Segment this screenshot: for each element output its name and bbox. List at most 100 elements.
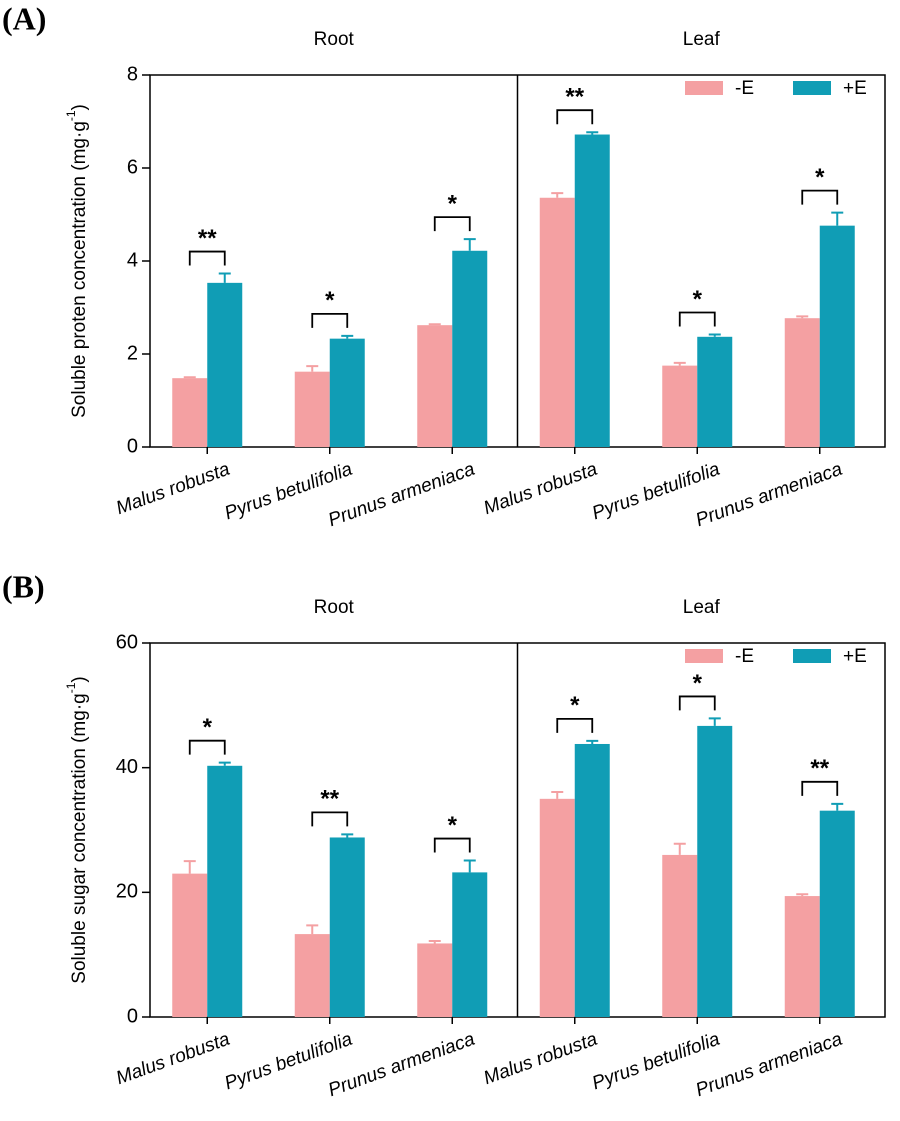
significance-bracket — [801, 189, 839, 205]
significance-bracket — [188, 739, 226, 755]
error-bar — [341, 334, 354, 339]
error-bar — [306, 924, 319, 935]
bar — [539, 798, 575, 1017]
error-bar — [428, 323, 441, 326]
bar — [329, 837, 365, 1017]
x-tick-label: Malus robusta — [481, 1029, 600, 1090]
legend-swatch — [685, 649, 723, 663]
bar — [207, 282, 243, 447]
y-tick-label: 8 — [127, 63, 138, 85]
panel-label: (B) — [2, 568, 45, 604]
y-tick-label: 4 — [127, 249, 138, 271]
bar — [172, 378, 208, 447]
significance-bracket — [801, 780, 839, 796]
x-tick-label: Malus robusta — [481, 459, 600, 520]
legend-swatch — [793, 81, 831, 95]
error-bar — [463, 859, 476, 873]
error-bar — [218, 272, 231, 283]
significance-label: * — [693, 286, 703, 313]
y-axis-label-part: Soluble sugar concentration (mg·g — [69, 693, 90, 983]
bar — [819, 225, 855, 447]
bar — [172, 873, 208, 1017]
significance-label: * — [448, 812, 458, 839]
y-tick-label: 60 — [116, 631, 138, 653]
significance-label: ** — [810, 755, 829, 782]
y-tick-label: 6 — [127, 156, 138, 178]
error-bar — [796, 893, 809, 897]
y-tick-label: 0 — [127, 1005, 138, 1027]
error-bar — [586, 739, 599, 744]
bar — [329, 338, 365, 447]
error-bar — [183, 860, 196, 874]
error-bar — [796, 315, 809, 319]
legend-label: -E — [735, 646, 754, 667]
error-bar — [831, 802, 844, 811]
bar — [574, 743, 610, 1017]
bar — [294, 371, 330, 447]
significance-label: * — [203, 714, 213, 741]
x-tick-label: Malus robusta — [113, 459, 232, 520]
bar — [574, 134, 610, 447]
group-label: Root — [314, 597, 355, 618]
error-bar — [673, 361, 686, 366]
significance-label: * — [448, 190, 458, 217]
bar — [539, 197, 575, 447]
legend-swatch — [685, 81, 723, 95]
error-bar — [306, 365, 319, 372]
significance-label: ** — [320, 786, 339, 813]
error-bar — [551, 790, 564, 799]
error-bar — [218, 761, 231, 766]
significance-bracket — [188, 250, 226, 266]
significance-label: * — [815, 164, 825, 191]
panel-label: (A) — [2, 0, 46, 36]
error-bar — [183, 376, 196, 379]
y-tick-label: 0 — [127, 435, 138, 457]
bar — [662, 365, 698, 447]
error-bar — [551, 192, 564, 198]
significance-bracket — [556, 109, 594, 125]
y-axis-label-part: ) — [69, 104, 90, 110]
significance-label: * — [693, 670, 703, 697]
bar — [452, 250, 488, 447]
y-axis-label-part: -1 — [64, 682, 78, 693]
y-tick-label: 2 — [127, 342, 138, 364]
error-bar — [673, 842, 686, 855]
significance-label: * — [325, 287, 335, 314]
y-tick-label: 20 — [116, 881, 138, 903]
group-label: Leaf — [683, 597, 721, 618]
significance-bracket — [311, 312, 349, 328]
bar — [662, 854, 698, 1017]
significance-label: * — [570, 692, 580, 719]
error-bar — [708, 717, 721, 726]
legend-label: +E — [843, 646, 867, 667]
legend-swatch — [793, 649, 831, 663]
significance-label: ** — [198, 225, 217, 252]
significance-bracket — [556, 717, 594, 733]
y-axis-label-part: -1 — [64, 110, 78, 121]
significance-label: ** — [565, 84, 584, 111]
error-bar — [831, 211, 844, 226]
significance-bracket — [678, 311, 716, 327]
bar — [417, 943, 453, 1017]
bar — [417, 325, 453, 447]
y-axis-label-part: ) — [69, 676, 90, 682]
bar — [819, 810, 855, 1017]
significance-bracket — [678, 695, 716, 711]
y-axis-label: Soluble sugar concentration (mg·g-1) — [64, 676, 90, 983]
bar — [784, 318, 820, 447]
significance-bracket — [433, 837, 471, 853]
bar — [452, 872, 488, 1017]
x-tick-label: Malus robusta — [113, 1029, 232, 1090]
bar — [784, 896, 820, 1017]
y-axis-label-part: Soluble proten concentration (mg·g — [69, 121, 90, 418]
legend-label: -E — [735, 78, 754, 99]
error-bar — [463, 238, 476, 251]
significance-bracket — [311, 811, 349, 827]
error-bar — [428, 939, 441, 944]
group-label: Leaf — [683, 29, 721, 50]
bar — [697, 336, 733, 447]
group-label: Root — [314, 29, 355, 50]
y-tick-label: 40 — [116, 756, 138, 778]
bar — [697, 725, 733, 1017]
